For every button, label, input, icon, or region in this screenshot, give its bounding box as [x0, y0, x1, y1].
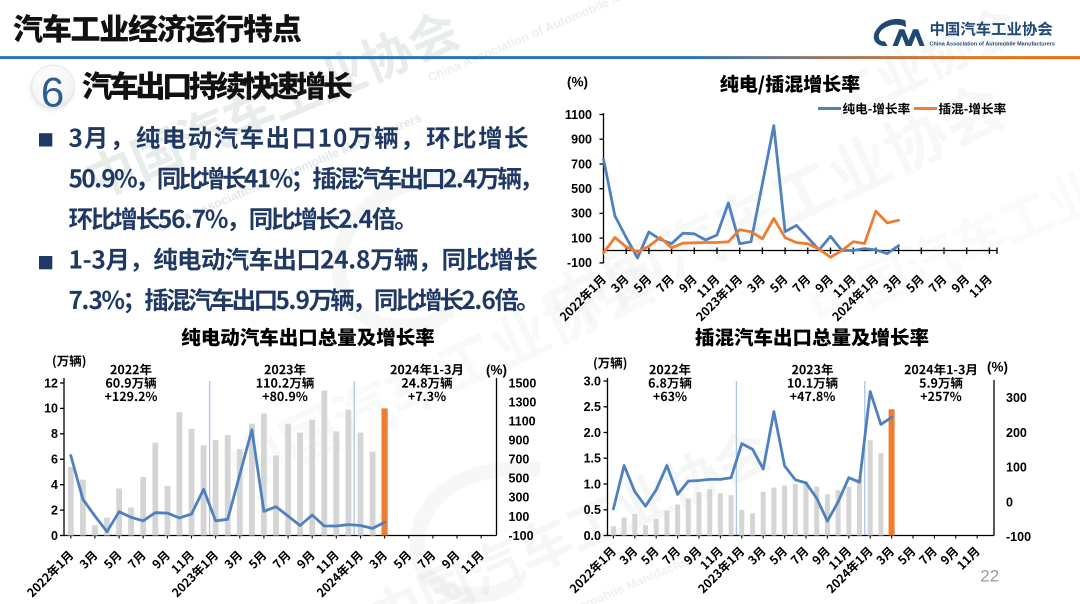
svg-text:6: 6 — [51, 453, 58, 467]
svg-text:300: 300 — [509, 491, 530, 505]
svg-text:4: 4 — [51, 478, 58, 492]
svg-text:100: 100 — [1006, 461, 1027, 475]
svg-text:1100: 1100 — [509, 415, 536, 429]
svg-text:0: 0 — [1006, 495, 1013, 509]
svg-text:(%): (%) — [567, 75, 588, 90]
svg-text:500: 500 — [571, 182, 592, 196]
svg-text:1100: 1100 — [565, 108, 592, 122]
svg-text:100: 100 — [571, 231, 592, 245]
svg-text:0: 0 — [51, 529, 58, 543]
svg-text:300: 300 — [1006, 391, 1027, 405]
svg-text:10: 10 — [44, 402, 58, 416]
svg-text:-100: -100 — [1006, 530, 1031, 544]
svg-text:2.5: 2.5 — [584, 400, 601, 414]
svg-text:900: 900 — [509, 434, 530, 448]
svg-text:700: 700 — [571, 157, 592, 171]
svg-text:12: 12 — [44, 376, 58, 390]
svg-text:900: 900 — [571, 133, 592, 147]
svg-text:500: 500 — [509, 472, 530, 486]
svg-text:1.0: 1.0 — [584, 477, 601, 491]
svg-text:(%): (%) — [486, 363, 507, 378]
svg-text:300: 300 — [571, 207, 592, 221]
svg-text:-100: -100 — [509, 529, 534, 543]
svg-text:-100: -100 — [567, 256, 592, 270]
svg-text:200: 200 — [1006, 426, 1027, 440]
svg-text:1500: 1500 — [509, 376, 537, 390]
svg-text:8: 8 — [51, 427, 58, 441]
svg-text:China Association of Automobil: China Association of Automobile Manufact… — [930, 42, 1056, 48]
svg-text:0.0: 0.0 — [584, 529, 601, 543]
svg-text:1300: 1300 — [509, 395, 537, 409]
svg-text:(%): (%) — [987, 360, 1008, 375]
svg-text:0.5: 0.5 — [584, 503, 601, 517]
svg-text:3.0: 3.0 — [584, 374, 601, 388]
svg-text:22: 22 — [980, 567, 999, 586]
svg-text:2.0: 2.0 — [584, 426, 601, 440]
svg-text:2: 2 — [51, 503, 58, 517]
svg-text:700: 700 — [509, 453, 530, 467]
svg-text:100: 100 — [509, 510, 530, 524]
svg-text:1.5: 1.5 — [584, 452, 601, 466]
svg-text:6: 6 — [41, 68, 64, 115]
